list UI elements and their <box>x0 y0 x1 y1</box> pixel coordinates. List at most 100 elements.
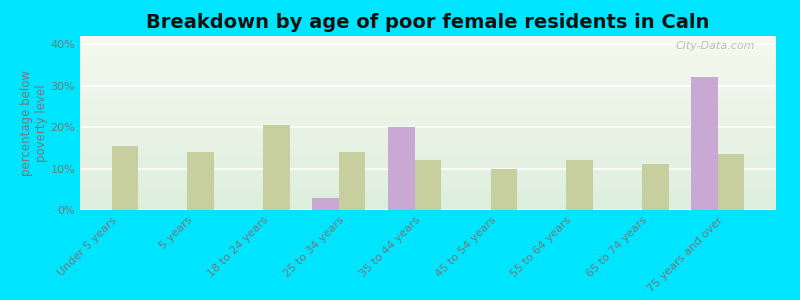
Bar <box>80 71 776 73</box>
Bar <box>80 203 776 205</box>
Bar <box>80 149 776 151</box>
Bar <box>80 48 776 50</box>
Bar <box>80 45 776 46</box>
Bar <box>80 154 776 156</box>
Bar <box>80 62 776 64</box>
Bar <box>80 74 776 76</box>
Bar <box>80 125 776 127</box>
Bar <box>80 137 776 139</box>
Bar <box>80 81 776 83</box>
Bar <box>80 69 776 71</box>
Bar <box>80 93 776 95</box>
Bar <box>80 112 776 114</box>
Bar <box>80 156 776 158</box>
Bar <box>80 132 776 134</box>
Bar <box>80 205 776 206</box>
Bar <box>80 80 776 81</box>
Bar <box>112 146 138 210</box>
Bar <box>80 130 776 132</box>
Bar <box>80 127 776 128</box>
Bar <box>80 50 776 52</box>
Bar <box>80 139 776 140</box>
Bar <box>187 152 214 210</box>
Bar <box>80 109 776 111</box>
Bar <box>490 169 517 210</box>
Bar <box>80 200 776 201</box>
Bar <box>80 165 776 167</box>
Bar <box>80 186 776 188</box>
Bar <box>80 58 776 60</box>
Bar <box>80 46 776 48</box>
Bar <box>80 196 776 198</box>
Bar <box>80 85 776 86</box>
Bar <box>80 160 776 161</box>
Y-axis label: percentage below
poverty level: percentage below poverty level <box>20 70 48 176</box>
Bar <box>80 144 776 146</box>
Bar <box>80 189 776 191</box>
Bar <box>80 179 776 180</box>
Bar <box>80 123 776 125</box>
Bar <box>80 134 776 135</box>
Bar <box>80 83 776 85</box>
Bar <box>80 95 776 97</box>
Bar <box>80 60 776 62</box>
Bar <box>80 64 776 66</box>
Bar <box>80 97 776 99</box>
Bar <box>80 193 776 194</box>
Bar <box>80 158 776 160</box>
Bar <box>80 147 776 149</box>
Bar <box>80 100 776 102</box>
Bar <box>80 198 776 200</box>
Bar <box>80 114 776 116</box>
Bar <box>80 182 776 184</box>
Bar <box>80 163 776 165</box>
Bar <box>80 78 776 80</box>
Bar <box>80 43 776 45</box>
Bar <box>388 127 414 210</box>
Bar <box>80 184 776 186</box>
Bar <box>80 194 776 196</box>
Bar <box>80 104 776 106</box>
Bar <box>80 173 776 175</box>
Bar <box>80 38 776 40</box>
Bar <box>80 118 776 119</box>
Bar <box>80 135 776 137</box>
Bar <box>80 188 776 189</box>
Bar <box>263 125 290 210</box>
Bar <box>80 106 776 107</box>
Bar <box>80 36 776 38</box>
Bar <box>80 88 776 90</box>
Bar <box>414 160 442 210</box>
Bar <box>80 102 776 104</box>
Bar <box>80 161 776 163</box>
Bar <box>80 116 776 118</box>
Bar <box>80 191 776 193</box>
Bar <box>80 121 776 123</box>
Bar <box>80 73 776 74</box>
Bar <box>80 167 776 168</box>
Bar <box>80 76 776 78</box>
Bar <box>80 92 776 93</box>
Bar <box>80 107 776 109</box>
Bar <box>80 53 776 55</box>
Bar <box>80 86 776 88</box>
Bar <box>80 111 776 112</box>
Bar <box>80 153 776 154</box>
Bar <box>313 198 339 210</box>
Bar <box>80 168 776 170</box>
Bar <box>339 152 366 210</box>
Bar <box>80 180 776 182</box>
Title: Breakdown by age of poor female residents in Caln: Breakdown by age of poor female resident… <box>146 13 710 32</box>
Bar <box>80 57 776 58</box>
Bar <box>80 151 776 153</box>
Bar <box>566 160 593 210</box>
Bar <box>80 142 776 144</box>
Bar <box>80 41 776 43</box>
Bar <box>80 201 776 203</box>
Bar <box>80 40 776 41</box>
Bar <box>80 66 776 67</box>
Bar <box>691 77 718 210</box>
Bar <box>80 170 776 172</box>
Bar <box>80 67 776 69</box>
Bar <box>80 172 776 173</box>
